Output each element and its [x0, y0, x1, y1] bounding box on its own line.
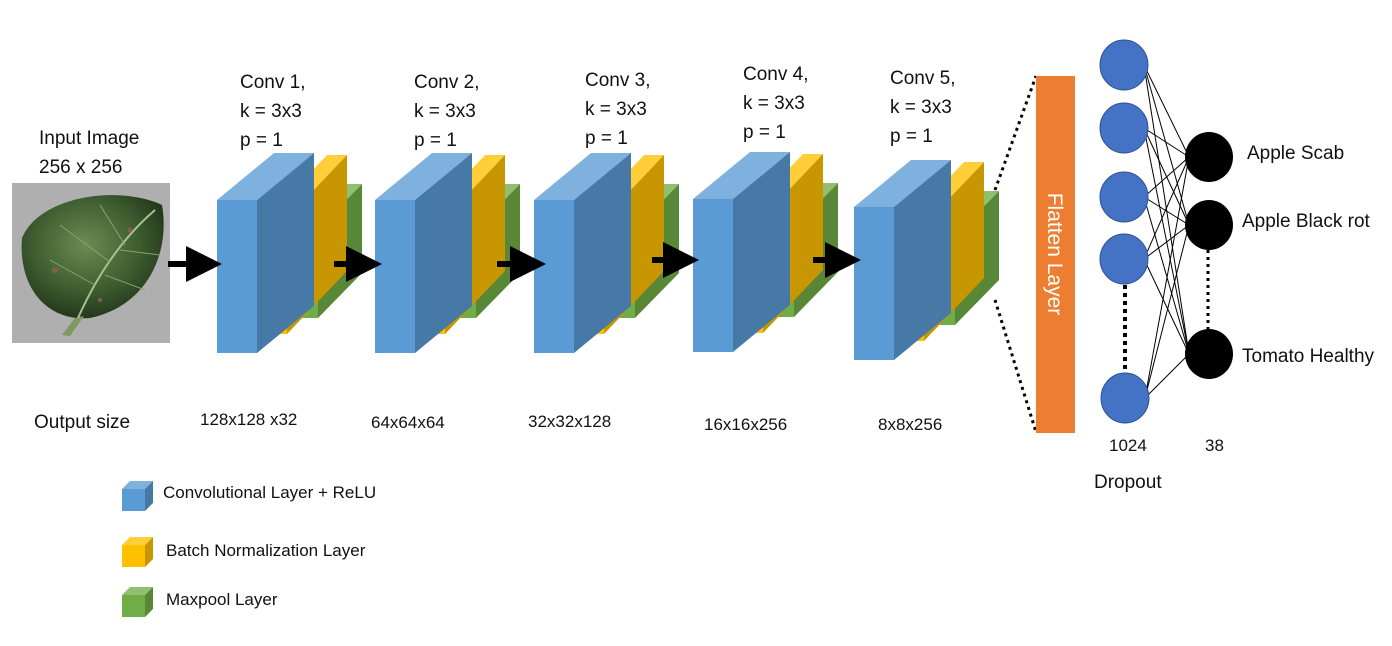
conv1-output-size: 128x128 x32	[200, 410, 298, 429]
legend-icons	[122, 481, 153, 617]
conv3-kernel: k = 3x3	[585, 99, 647, 120]
dense-connection	[1143, 196, 1190, 355]
conv-layer-3	[534, 153, 631, 353]
dense-node	[1100, 372, 1150, 424]
legend-icon-batchnorm	[122, 537, 153, 567]
dense-connection	[1143, 64, 1190, 355]
dense-connection	[1144, 156, 1190, 399]
conv-block-5	[854, 160, 999, 360]
conv-block-4	[693, 152, 838, 352]
conv1-name: Conv 1,	[240, 72, 306, 93]
conv-layer-1	[217, 153, 314, 353]
dense-connection	[1143, 196, 1190, 226]
output-size-label: Output size	[34, 412, 131, 433]
arrows	[168, 242, 861, 282]
legend-icon-conv	[122, 481, 153, 511]
conv4-name: Conv 4,	[743, 64, 809, 85]
dense-connection	[1143, 156, 1190, 260]
conv1-label: Conv 1, k = 3x3 p = 1	[240, 68, 305, 155]
dense-connection	[1143, 127, 1190, 158]
flatten-layer: Flatten Layer	[993, 75, 1075, 433]
dense-connection	[1143, 224, 1190, 260]
conv5-name: Conv 5,	[890, 68, 956, 89]
conv-layer-4	[693, 152, 790, 352]
conv3-output-size: 32x32x128	[528, 412, 612, 431]
conv-block-2	[375, 153, 520, 353]
conv3-padding: p = 1	[585, 128, 628, 149]
conv-layer-2	[375, 153, 472, 353]
class-label-apple-scab: Apple Scab	[1247, 143, 1345, 164]
dense-connection	[1143, 258, 1190, 355]
class-count: 38	[1205, 436, 1224, 455]
dropout-label: Dropout	[1094, 472, 1162, 493]
conv1-kernel: k = 3x3	[240, 101, 302, 122]
conv2-kernel: k = 3x3	[414, 101, 476, 122]
dense-node	[1099, 39, 1149, 91]
conv4-label: Conv 4, k = 3x3 p = 1	[743, 60, 808, 147]
conv5-padding: p = 1	[890, 126, 933, 147]
dense-connection	[1144, 353, 1190, 399]
dense-connection	[1143, 156, 1190, 198]
output-node	[1185, 200, 1233, 250]
conv4-output-size: 16x16x256	[704, 415, 788, 434]
legend-icon-maxpool	[122, 587, 153, 617]
conv3-label: Conv 3, k = 3x3 p = 1	[585, 66, 650, 153]
legend-label-maxpool: Maxpool Layer	[166, 590, 278, 609]
legend-label-conv: Convolutional Layer + ReLU	[163, 483, 377, 502]
dense-units: 1024	[1109, 436, 1147, 455]
dense-connection	[1144, 224, 1190, 399]
conv1-padding: p = 1	[240, 130, 283, 151]
output-node	[1185, 329, 1233, 379]
conv-blocks	[217, 152, 999, 360]
conv5-kernel: k = 3x3	[890, 97, 952, 118]
conv-block-1	[217, 153, 362, 353]
conv2-label: Conv 2, k = 3x3 p = 1	[414, 68, 479, 155]
class-label-tomato-healthy: Tomato Healthy	[1242, 346, 1375, 367]
dense-node	[1099, 171, 1149, 223]
flatten-label: Flatten Layer	[1043, 193, 1066, 316]
conv-layer-5	[854, 160, 951, 360]
legend-label-batchnorm: Batch Normalization Layer	[166, 541, 366, 560]
conv2-padding: p = 1	[414, 130, 457, 151]
conv4-kernel: k = 3x3	[743, 93, 805, 114]
dense-node	[1099, 233, 1149, 285]
input-title-line2: 256 x 256	[39, 157, 123, 178]
input-image	[12, 183, 170, 343]
dense-connection	[1143, 127, 1190, 355]
output-node	[1185, 132, 1233, 182]
dense-connection	[1143, 64, 1190, 158]
conv2-name: Conv 2,	[414, 72, 480, 93]
class-label-apple-black-rot: Apple Black rot	[1242, 211, 1370, 232]
flatten-bar	[1036, 76, 1075, 433]
input-title-line1: Input Image	[39, 128, 140, 149]
conv4-padding: p = 1	[743, 122, 786, 143]
conv2-output-size: 64x64x64	[371, 413, 445, 432]
dense-network	[1099, 39, 1233, 424]
conv-block-3	[534, 153, 679, 353]
conv5-label: Conv 5, k = 3x3 p = 1	[890, 64, 955, 151]
conv5-output-size: 8x8x256	[878, 415, 943, 434]
input-title: Input Image 256 x 256	[39, 124, 139, 182]
dense-node	[1099, 102, 1149, 154]
conv3-name: Conv 3,	[585, 70, 651, 91]
